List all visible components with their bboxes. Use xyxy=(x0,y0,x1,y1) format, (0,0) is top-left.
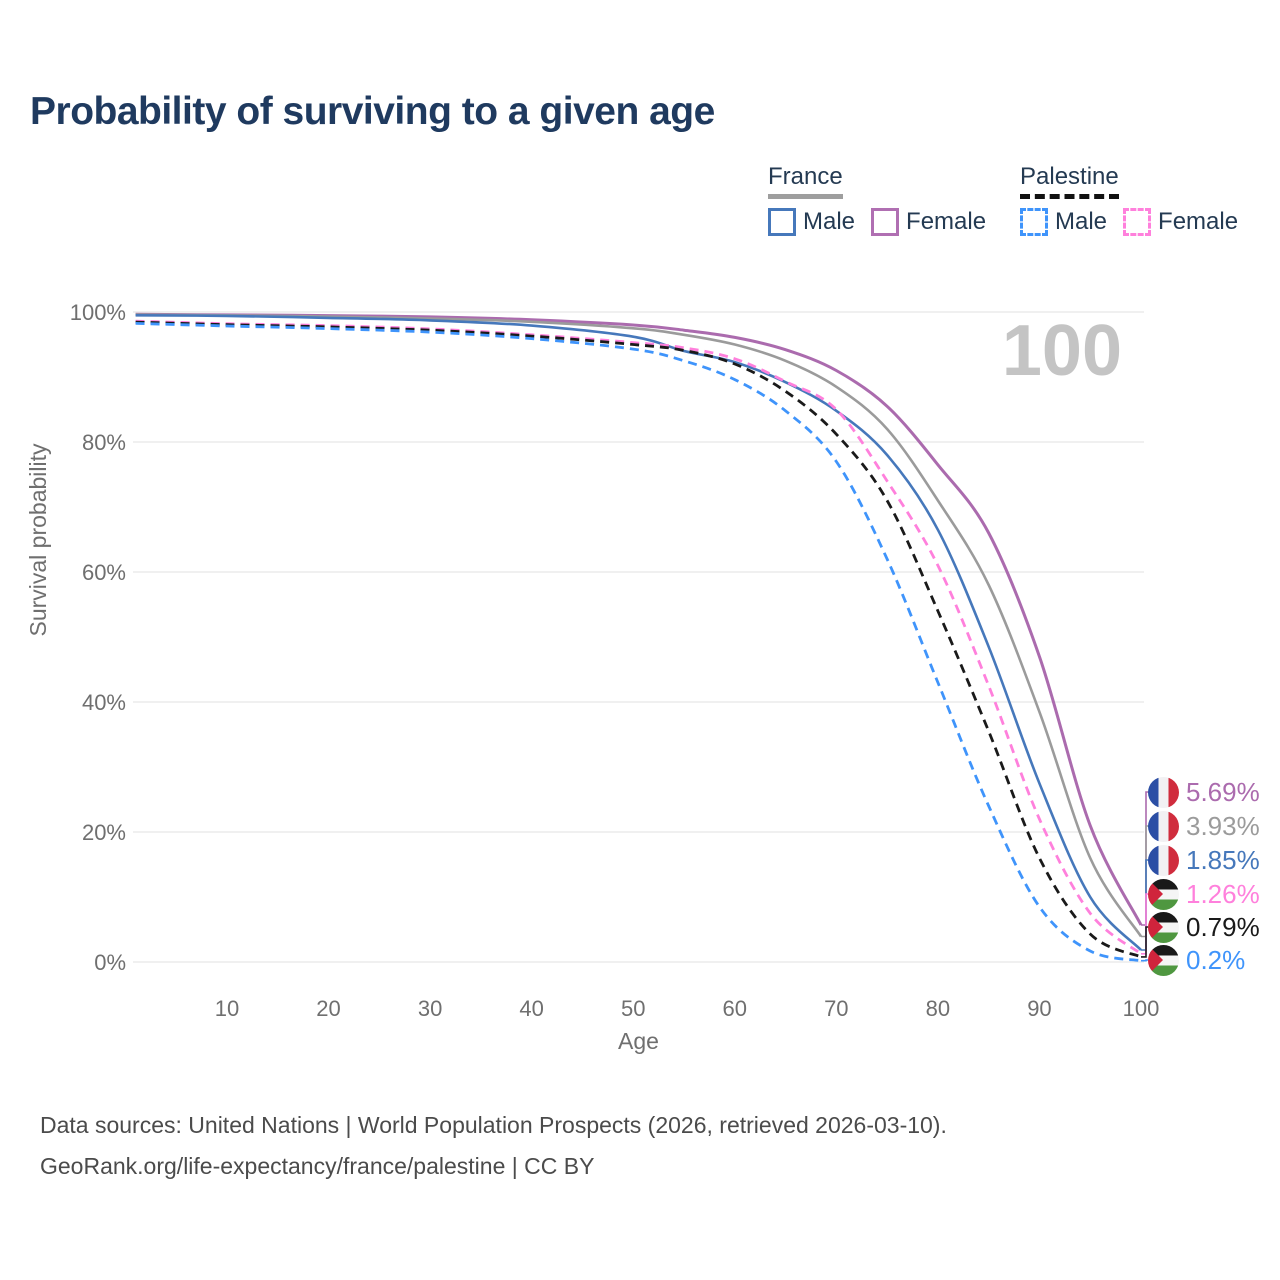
legend-item-label: Female xyxy=(906,208,987,235)
page-title: Probability of surviving to a given age xyxy=(30,90,715,133)
end-label-value: 0.2% xyxy=(1186,944,1246,975)
legend-item-palestine-female[interactable]: Female xyxy=(1123,208,1238,236)
end-label-value: 1.85% xyxy=(1186,844,1260,875)
y-tick-label: 60% xyxy=(82,560,126,585)
legend-item-label: Male xyxy=(1055,208,1108,235)
x-tick-label: 70 xyxy=(824,996,848,1021)
x-tick-label: 90 xyxy=(1027,996,1051,1021)
legend-group-title: Palestine xyxy=(1020,163,1119,199)
x-tick-label: 40 xyxy=(519,996,543,1021)
x-axis-title: Age xyxy=(618,1028,659,1054)
legend-item-france-female[interactable]: Female xyxy=(871,208,986,236)
footer-link: GeoRank.org/life-expectancy/france/pales… xyxy=(40,1153,595,1179)
legend-group-name: Palestine xyxy=(1020,163,1119,190)
series-curve-palestine-female xyxy=(135,319,1142,955)
end-label-value: 1.26% xyxy=(1186,878,1260,909)
x-tick-label: 20 xyxy=(316,996,340,1021)
end-label-value: 3.93% xyxy=(1186,810,1260,841)
legend-swatch-icon xyxy=(871,208,900,236)
series-curve-france-male xyxy=(135,314,1142,951)
legend-item-label: Female xyxy=(1158,208,1239,235)
end-label-row-palestine-total: 0.79% xyxy=(1148,911,1260,943)
legend-group-france: France Male Female xyxy=(768,163,1002,236)
palestine-flag-icon xyxy=(1148,878,1179,910)
footer: Data sources: United Nations | World Pop… xyxy=(40,1105,947,1187)
legend-swatch-icon xyxy=(1123,208,1152,236)
series-curve-palestine-total xyxy=(135,320,1142,959)
legend-group-name: France xyxy=(768,163,843,190)
y-tick-label: 80% xyxy=(82,430,126,455)
end-label-row-france-male: 1.85% xyxy=(1148,844,1260,876)
x-tick-label: 80 xyxy=(926,996,950,1021)
legend-group-title: France xyxy=(768,163,843,199)
x-tick-label: 10 xyxy=(215,996,239,1021)
legend-item-palestine-male[interactable]: Male xyxy=(1020,208,1107,236)
y-tick-label: 40% xyxy=(82,690,126,715)
y-tick-label: 100% xyxy=(70,300,126,325)
legend-group-palestine: Palestine Male Female xyxy=(1020,163,1254,236)
france-flag-icon xyxy=(1148,844,1179,876)
series-curve-palestine-male xyxy=(135,322,1142,963)
legend-dashed-rule xyxy=(1020,194,1119,199)
x-tick-label: 30 xyxy=(418,996,442,1021)
france-flag-icon xyxy=(1148,810,1179,842)
palestine-flag-icon xyxy=(1148,911,1179,943)
end-label-row-france-total: 3.93% xyxy=(1148,810,1260,842)
france-flag-icon xyxy=(1148,776,1179,808)
legend-swatch-icon xyxy=(768,208,796,236)
x-tick-label: 60 xyxy=(723,996,747,1021)
footer-data-sources: Data sources: United Nations | World Pop… xyxy=(40,1112,947,1138)
y-axis-title: Survival probability xyxy=(25,443,51,637)
y-tick-label: 20% xyxy=(82,820,126,845)
legend-solid-rule xyxy=(768,194,843,199)
end-label-row-palestine-female: 1.26% xyxy=(1148,878,1260,910)
end-label-value: 5.69% xyxy=(1186,776,1260,807)
x-tick-label: 100 xyxy=(1123,996,1160,1021)
watermark-age-100: 100 xyxy=(1002,311,1122,391)
x-tick-label: 50 xyxy=(621,996,645,1021)
end-label-value: 0.79% xyxy=(1186,911,1260,942)
legend-item-france-male[interactable]: Male xyxy=(768,208,855,236)
y-tick-label: 0% xyxy=(94,950,126,975)
palestine-flag-icon xyxy=(1148,944,1179,976)
legend-item-label: Male xyxy=(803,208,856,235)
end-label-row-france-female: 5.69% xyxy=(1148,776,1260,808)
series-curve-france-total xyxy=(135,313,1143,938)
series-curve-france-female xyxy=(135,312,1143,926)
legend-swatch-icon xyxy=(1020,208,1048,236)
end-label-row-palestine-male: 0.2% xyxy=(1148,944,1246,976)
